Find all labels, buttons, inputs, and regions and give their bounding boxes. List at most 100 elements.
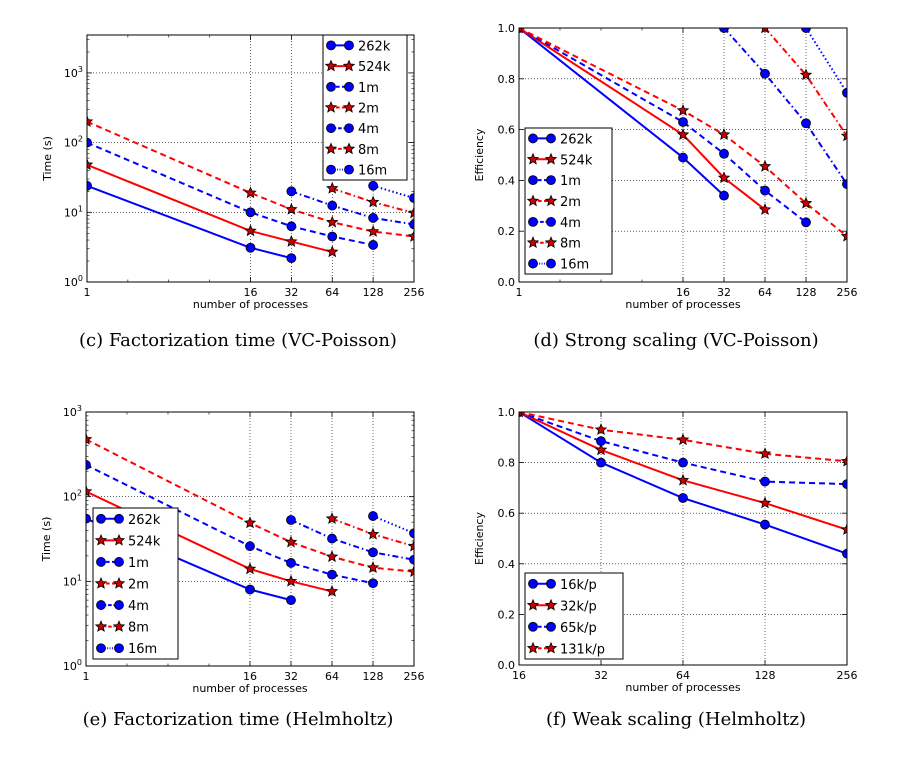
star-marker — [244, 186, 257, 199]
y-tick-label: 0.8 — [498, 457, 516, 470]
star-marker — [676, 128, 690, 140]
caption-d: (d) Strong scaling (VC-Poisson) — [533, 330, 819, 351]
series-16m — [368, 180, 414, 203]
star-marker — [325, 512, 339, 524]
circle-marker — [409, 193, 414, 203]
legend-label: 524k — [128, 534, 161, 549]
circle-marker — [87, 180, 92, 191]
star-marker — [407, 565, 414, 577]
star-marker — [366, 224, 380, 237]
circle-marker — [528, 216, 538, 227]
series-8m — [761, 28, 847, 142]
star-marker — [243, 516, 257, 529]
circle-marker — [842, 479, 847, 490]
circle-marker — [719, 28, 729, 33]
legend-box — [524, 572, 624, 660]
legend-label: 524k — [560, 153, 593, 168]
legend-label: 16k/p — [560, 578, 597, 593]
series-8m — [325, 512, 414, 552]
star-marker — [326, 245, 339, 258]
x-tick-label: 256 — [404, 286, 425, 299]
circle-marker — [245, 584, 255, 595]
star-marker — [840, 229, 847, 242]
star-marker — [366, 561, 380, 573]
star-marker — [676, 433, 690, 446]
legend-entry: 2m — [94, 576, 149, 593]
y-tick-label: 0.8 — [498, 73, 516, 86]
subplot-f: 16 32 64 128 256 0.0 0.2 0.4 0.6 0.8 1.0 number of … — [473, 406, 858, 694]
star-marker — [544, 641, 558, 654]
axes-frame — [85, 411, 415, 667]
series-line — [805, 28, 847, 94]
series-line — [372, 184, 414, 200]
series-line — [86, 438, 414, 573]
x-tick-label: 32 — [717, 286, 731, 299]
circle-marker — [368, 180, 379, 191]
circle-marker — [760, 519, 770, 530]
star-marker — [526, 598, 540, 611]
star-marker — [526, 236, 540, 249]
star-marker — [544, 194, 558, 207]
circle-marker — [528, 258, 538, 269]
circle-marker — [286, 253, 297, 264]
y-axis-label: Time (s) — [41, 136, 54, 182]
x-tick-label: 256 — [837, 669, 858, 682]
axes-frame — [86, 34, 415, 283]
axes-frame — [518, 27, 848, 283]
x-axis-label: number of processes — [192, 682, 308, 695]
x-tick-label: 64 — [758, 286, 772, 299]
legend-entry: 524k — [94, 533, 161, 549]
circle-marker — [326, 164, 336, 175]
legend-entry: 524k — [526, 152, 593, 168]
star-marker — [94, 620, 108, 632]
legend-entry: 16m — [326, 164, 387, 179]
circle-marker — [528, 175, 538, 186]
legend-entry: 32k/p — [526, 598, 597, 614]
star-marker — [325, 584, 339, 597]
circle-marker — [344, 40, 354, 51]
circle-marker — [678, 457, 688, 468]
star-marker — [112, 576, 126, 589]
x-tick-label: 32 — [284, 286, 298, 299]
y-tick-label: 0.0 — [498, 659, 516, 672]
legend-entry: 2m — [324, 100, 379, 117]
series-line — [519, 412, 847, 463]
star-marker — [544, 152, 558, 165]
series-line — [519, 28, 766, 211]
circle-marker — [842, 179, 847, 190]
circle-marker — [546, 175, 556, 186]
star-marker — [519, 412, 523, 418]
circle-marker — [286, 515, 296, 525]
star-marker — [87, 115, 94, 127]
x-tick-label: 32 — [284, 670, 298, 683]
star-marker — [284, 574, 298, 587]
x-tick-label: 1 — [83, 670, 90, 683]
circle-marker — [344, 164, 354, 175]
circle-marker — [368, 240, 379, 250]
x-tick-label: 128 — [363, 670, 384, 683]
star-marker — [342, 142, 356, 155]
star-marker — [285, 202, 298, 215]
legend-entry: 8m — [94, 620, 149, 636]
star-marker — [758, 447, 772, 460]
star-marker — [94, 533, 108, 546]
y-tick-label: 0.2 — [498, 608, 516, 621]
legend-entry: 16m — [528, 258, 589, 273]
circle-marker — [114, 600, 124, 610]
circle-marker — [114, 557, 124, 567]
x-tick-label: 16 — [676, 286, 690, 299]
star-marker — [761, 28, 769, 34]
series-524k — [87, 158, 339, 258]
x-tick-label: 16 — [244, 286, 258, 299]
star-marker — [758, 496, 772, 509]
series-2m — [519, 28, 847, 242]
star-marker — [526, 152, 540, 165]
circle-marker — [326, 123, 336, 134]
circle-marker — [368, 578, 378, 589]
y-tick-label: 0.6 — [498, 124, 516, 137]
x-tick-label: 128 — [796, 286, 817, 299]
circle-marker — [344, 123, 354, 134]
circle-marker — [528, 621, 538, 632]
star-marker — [94, 576, 108, 589]
legend-label: 16m — [358, 164, 387, 179]
